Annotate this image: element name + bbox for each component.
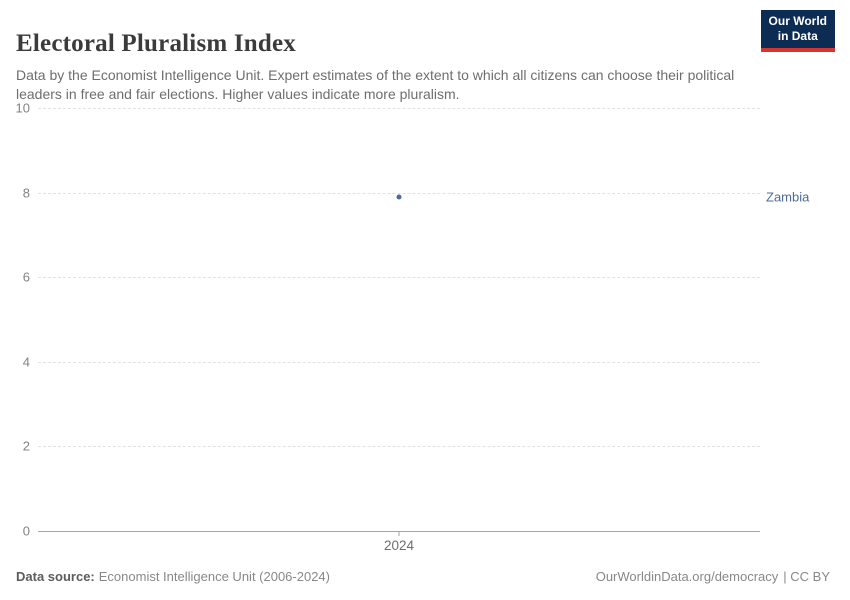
data-source-label: Data source: bbox=[16, 569, 95, 584]
plot-area: Zambia 10 8 6 4 2 0 2024 bbox=[16, 101, 810, 554]
owid-logo[interactable]: Our World in Data bbox=[760, 10, 835, 52]
attribution-link[interactable]: OurWorldinData.org/democracy bbox=[595, 569, 779, 584]
y-tick-label: 10 bbox=[15, 100, 30, 116]
data-point-zambia[interactable] bbox=[396, 194, 402, 200]
gridline bbox=[38, 277, 760, 279]
data-source-note: Data source: Economist Intelligence Unit… bbox=[16, 569, 330, 584]
y-tick-label: 8 bbox=[22, 185, 30, 201]
y-tick-label: 4 bbox=[22, 354, 30, 370]
owid-logo-line1: Our World bbox=[768, 14, 827, 28]
gridline bbox=[38, 446, 760, 448]
gridline bbox=[38, 108, 760, 109]
attribution: OurWorldinData.org/democracy | CC BY bbox=[596, 569, 830, 584]
data-source-text: Economist Intelligence Unit (2006-2024) bbox=[98, 569, 330, 584]
gridline bbox=[38, 192, 760, 194]
chart-subtitle: Data by the Economist Intelligence Unit.… bbox=[16, 67, 735, 102]
y-tick-label: 6 bbox=[22, 269, 30, 285]
y-tick-label: 2 bbox=[22, 438, 30, 454]
y-tick-label: 0 bbox=[22, 523, 30, 539]
owid-logo-line2: in Data bbox=[777, 29, 818, 43]
entity-label-zambia[interactable]: Zambia bbox=[766, 189, 810, 205]
chart-title: Electoral Pluralism Index bbox=[16, 29, 296, 57]
x-tick-mark bbox=[398, 531, 400, 536]
gridline bbox=[38, 361, 760, 363]
attribution-license: | CC BY bbox=[783, 569, 830, 584]
x-tick-label: 2024 bbox=[383, 538, 415, 553]
